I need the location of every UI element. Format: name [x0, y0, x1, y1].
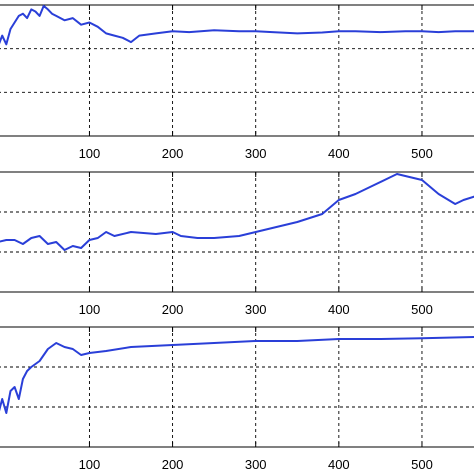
x-tick-label: 300	[245, 146, 267, 161]
chart-panel-3: 100 200 300 400 500	[0, 326, 474, 472]
x-tick-label: 300	[245, 457, 267, 472]
x-tick-label: 100	[79, 302, 101, 317]
series-line-1	[0, 173, 474, 251]
x-tick-label: 500	[411, 146, 433, 161]
x-tick-label: 200	[162, 457, 184, 472]
x-tick-label: 300	[245, 302, 267, 317]
axes-frame	[0, 326, 474, 448]
x-tick-label: 400	[328, 146, 350, 161]
axes-frame	[0, 171, 474, 293]
x-tick-label: 500	[411, 302, 433, 317]
chart-panel-2: 100 200 300 400 500	[0, 171, 474, 317]
x-tick-label: 200	[162, 302, 184, 317]
x-tick-label: 200	[162, 146, 184, 161]
x-tick-label: 100	[79, 457, 101, 472]
axes-frame	[0, 4, 474, 137]
x-tick-label: 400	[328, 457, 350, 472]
chart-panel-1: 100 200 300 400 500	[0, 4, 474, 161]
x-tick-label: 100	[79, 146, 101, 161]
x-tick-label: 400	[328, 302, 350, 317]
x-tick-label: 500	[411, 457, 433, 472]
series-line-1	[0, 336, 474, 414]
series-line-1	[0, 4, 474, 46]
